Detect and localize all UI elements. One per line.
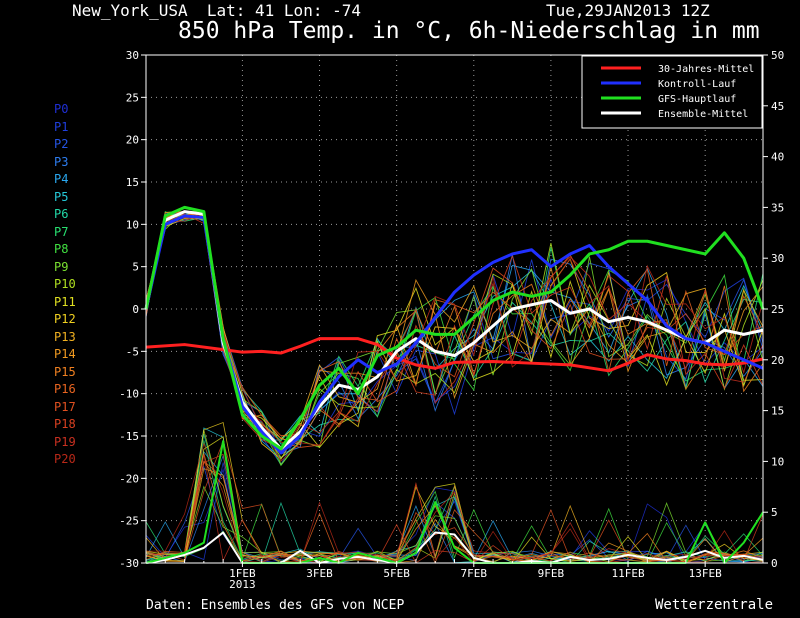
member-label: P12 [54,312,76,326]
member-temp-line [145,211,764,467]
data-source-footer: Daten: Ensembles des GFS von NCEP [146,598,405,613]
member-label: P16 [54,382,76,396]
member-precip-line [145,460,764,565]
x-tick-label: 3FEB [306,567,333,580]
x-tick-label: 5FEB [383,567,410,580]
y-right-tick-label: 40 [771,151,784,164]
series-line [144,210,764,451]
location-header: New_York_USA Lat: 41 Lon: -74 [72,1,361,20]
member-temp-line [145,211,764,466]
y-left-tick-label: -5 [126,345,139,358]
y-right-tick-label: 50 [771,49,784,62]
member-label: P6 [54,207,69,221]
series-lines [144,205,765,564]
y-right-tick-label: 0 [771,557,778,570]
member-label: P7 [54,224,69,239]
brand-footer: Wetterzentrale [655,597,774,613]
member-temp-line [145,211,764,443]
x-tick-label: 13FEB [689,567,722,580]
member-label: P0 [54,102,69,116]
y-left-tick-label: 30 [126,49,139,62]
member-temp-line [145,211,764,462]
member-precip-line [145,453,764,564]
member-label: P20 [54,452,76,466]
member-label: P9 [54,259,69,274]
member-precip-line [145,442,764,564]
y-right-tick-label: 10 [771,455,784,468]
x-tick-label: 11FEB [611,567,644,580]
member-list: P0 P1 P2 P3 P4 P5 P6 P7 P8 P9 P10 P11 P12 P13 P14 P15 P1… [54,101,94,469]
y-left-tick-label: -30 [119,557,139,570]
member-label: P18 [54,417,76,431]
y-left-tick-label: -20 [119,472,139,485]
y-left-tick-label: -25 [119,515,139,528]
member-label: P1 [54,119,69,134]
y-right-tick-label: 20 [771,354,784,367]
member-temp-line [145,211,764,450]
y-right-tick-label: 5 [771,506,778,519]
y-right-tick-label: 45 [771,100,784,113]
member-label: P3 [54,154,69,169]
member-label: P15 [54,364,76,379]
y-left-tick-label: 0 [132,303,139,316]
legend-label: GFS-Hauptlauf [658,94,736,105]
member-precip-line [145,454,764,564]
member-label: P13 [54,329,76,344]
y-left-tick-label: -10 [119,388,139,401]
y-right-tick-label: 30 [771,252,784,265]
y-right-tick-label: 25 [771,303,784,316]
member-temp-line [145,211,764,466]
chart-title: 850 hPa Temp. in °C, 6h-Niederschlag in … [178,18,760,44]
x-tick-label: 7FEB [461,567,488,580]
y-left-tick-label: 25 [126,91,139,104]
member-label: P10 [54,277,76,291]
y-left-tick-label: 5 [132,261,139,274]
series-line [144,205,765,451]
y-right-tick-label: 35 [771,201,784,214]
y-left-tick-label: 10 [126,218,139,231]
series-line [144,214,764,455]
x-tick-sublabel: 2013 [229,578,256,591]
y-right-tick-label: 15 [771,405,784,418]
y-left-tick-label: 20 [126,134,139,147]
member-precip-line [145,485,764,564]
member-label: P19 [54,434,76,449]
legend: 30-Jahres-Mittel Kontroll-Lauf GFS-Hauptla… [581,55,763,129]
y-left-axis: -30 -25 -20 -15 -10 -5 0 5 10 15 20 25 30 [119,49,146,570]
member-label: P4 [54,172,69,186]
member-label: P5 [54,189,69,204]
member-label: P11 [54,294,76,309]
member-precip-line [145,490,764,563]
legend-label: 30-Jahres-Mittel [658,64,754,75]
x-tick-label: 9FEB [538,567,565,580]
member-label: P17 [54,399,76,414]
series-line [145,337,764,373]
member-label: P8 [54,242,69,256]
y-left-tick-label: 15 [126,176,139,189]
member-precip-line [145,450,764,564]
y-left-tick-label: -15 [119,430,139,443]
member-label: P2 [54,137,69,151]
member-temp-line [145,218,764,460]
x-tick-label: 1FEB [229,567,256,580]
member-label: P14 [54,347,76,361]
y-right-axis: 0 5 10 15 20 25 30 35 40 45 50 [763,49,784,570]
legend-label: Kontroll-Lauf [658,79,736,90]
run-time-header: Tue,29JAN2013 12Z [546,1,710,20]
legend-label: Ensemble-Mittel [658,109,748,120]
